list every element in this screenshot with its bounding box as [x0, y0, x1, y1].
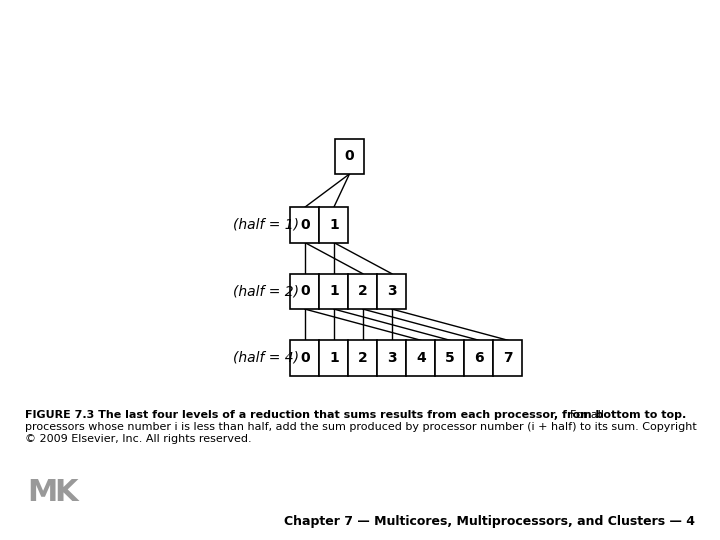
Bar: [290, 207, 320, 242]
Text: Chapter 7 — Multicores, Multiprocessors, and Clusters — 4: Chapter 7 — Multicores, Multiprocessors,…: [284, 515, 695, 528]
Bar: [436, 340, 464, 376]
Text: 1: 1: [329, 285, 338, 299]
Text: (half = 1): (half = 1): [233, 218, 300, 232]
Text: 0: 0: [345, 149, 354, 163]
Bar: [377, 340, 406, 376]
Text: 1: 1: [329, 218, 338, 232]
Text: 2: 2: [358, 351, 368, 365]
Text: FIGURE 7.3 The last four levels of a reduction that sums results from each proce: FIGURE 7.3 The last four levels of a red…: [25, 410, 686, 420]
Text: 7: 7: [503, 351, 513, 365]
Text: 3: 3: [387, 351, 397, 365]
Text: For all: For all: [570, 410, 604, 420]
Text: 0: 0: [300, 285, 310, 299]
Text: 4: 4: [416, 351, 426, 365]
Text: 3: 3: [387, 285, 397, 299]
Text: 0: 0: [300, 218, 310, 232]
Bar: [348, 340, 377, 376]
Text: 5: 5: [445, 351, 455, 365]
Bar: [290, 274, 320, 309]
Text: © 2009 Elsevier, Inc. All rights reserved.: © 2009 Elsevier, Inc. All rights reserve…: [25, 434, 252, 444]
Bar: [290, 340, 320, 376]
Bar: [320, 340, 348, 376]
Bar: [464, 340, 493, 376]
Bar: [493, 340, 523, 376]
Bar: [377, 274, 406, 309]
Text: 6: 6: [474, 351, 484, 365]
Text: M: M: [27, 477, 58, 507]
Text: (half = 2): (half = 2): [233, 285, 300, 299]
Text: (half = 4): (half = 4): [233, 351, 300, 365]
Text: 2: 2: [358, 285, 368, 299]
Bar: [320, 207, 348, 242]
Bar: [335, 139, 364, 174]
Text: 1: 1: [329, 351, 338, 365]
Bar: [320, 274, 348, 309]
Text: K: K: [54, 477, 78, 507]
Bar: [406, 340, 436, 376]
Text: processors whose number i is less than half, add the sum produced by processor n: processors whose number i is less than h…: [25, 422, 697, 432]
Bar: [348, 274, 377, 309]
Text: 0: 0: [300, 351, 310, 365]
